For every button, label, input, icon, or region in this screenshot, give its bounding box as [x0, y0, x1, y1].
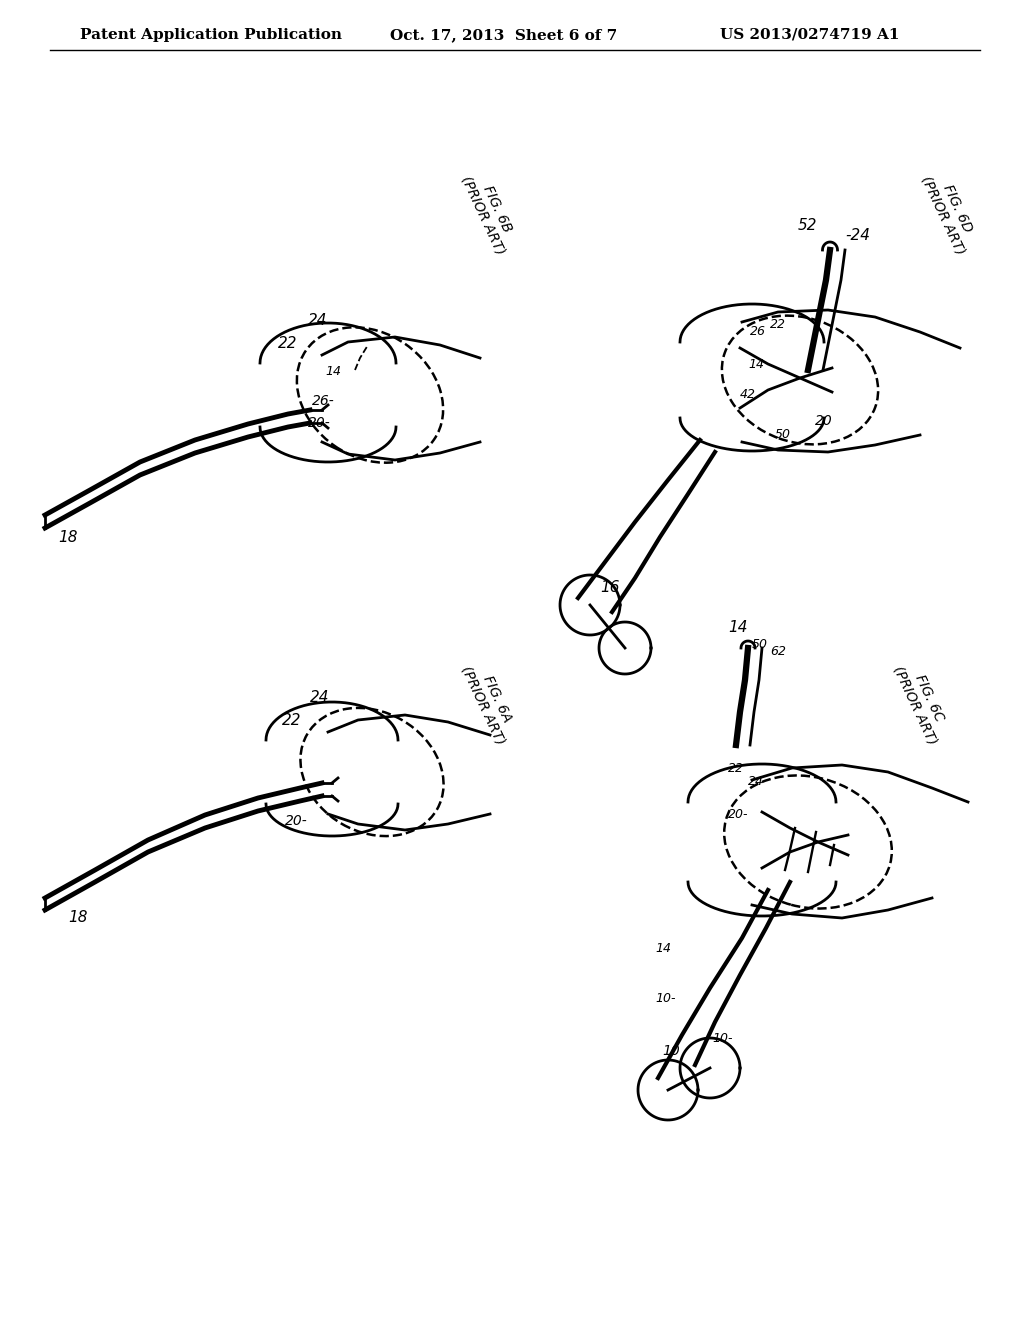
Text: 20: 20	[815, 414, 833, 428]
Text: US 2013/0274719 A1: US 2013/0274719 A1	[720, 28, 899, 42]
Text: 16: 16	[600, 579, 620, 595]
Text: 18: 18	[68, 909, 87, 925]
Text: 14: 14	[325, 366, 341, 378]
Text: FIG. 6B
(PRIOR ART): FIG. 6B (PRIOR ART)	[459, 166, 521, 257]
Text: -24: -24	[845, 228, 870, 243]
Text: 22: 22	[770, 318, 786, 331]
Text: 14: 14	[748, 358, 764, 371]
Text: FIG. 6D
(PRIOR ART): FIG. 6D (PRIOR ART)	[919, 166, 982, 257]
Text: 62: 62	[770, 645, 786, 657]
Text: 10-: 10-	[655, 993, 676, 1005]
Text: 42: 42	[740, 388, 756, 401]
Text: 14: 14	[655, 942, 671, 954]
Text: 10-: 10-	[712, 1032, 732, 1045]
Text: 22: 22	[282, 713, 301, 729]
Text: Oct. 17, 2013  Sheet 6 of 7: Oct. 17, 2013 Sheet 6 of 7	[390, 28, 617, 42]
Text: 14: 14	[728, 620, 748, 635]
Text: 22: 22	[278, 337, 298, 351]
Text: 20-: 20-	[308, 416, 331, 430]
Text: Patent Application Publication: Patent Application Publication	[80, 28, 342, 42]
Text: 24: 24	[310, 690, 330, 705]
Text: 52: 52	[798, 218, 817, 234]
Text: FIG. 6A
(PRIOR ART): FIG. 6A (PRIOR ART)	[459, 657, 521, 747]
Text: 26-: 26-	[312, 393, 335, 408]
Text: 24: 24	[308, 313, 328, 327]
Text: 20-: 20-	[285, 814, 308, 828]
Text: 22: 22	[728, 762, 744, 775]
Text: FIG. 6C
(PRIOR ART): FIG. 6C (PRIOR ART)	[890, 657, 953, 747]
Text: 18: 18	[58, 531, 78, 545]
Text: 50: 50	[752, 638, 768, 651]
Text: 20-: 20-	[728, 808, 749, 821]
Text: 50: 50	[775, 428, 791, 441]
Text: 10: 10	[662, 1044, 680, 1059]
Text: 24: 24	[748, 775, 764, 788]
Text: 26: 26	[750, 325, 766, 338]
